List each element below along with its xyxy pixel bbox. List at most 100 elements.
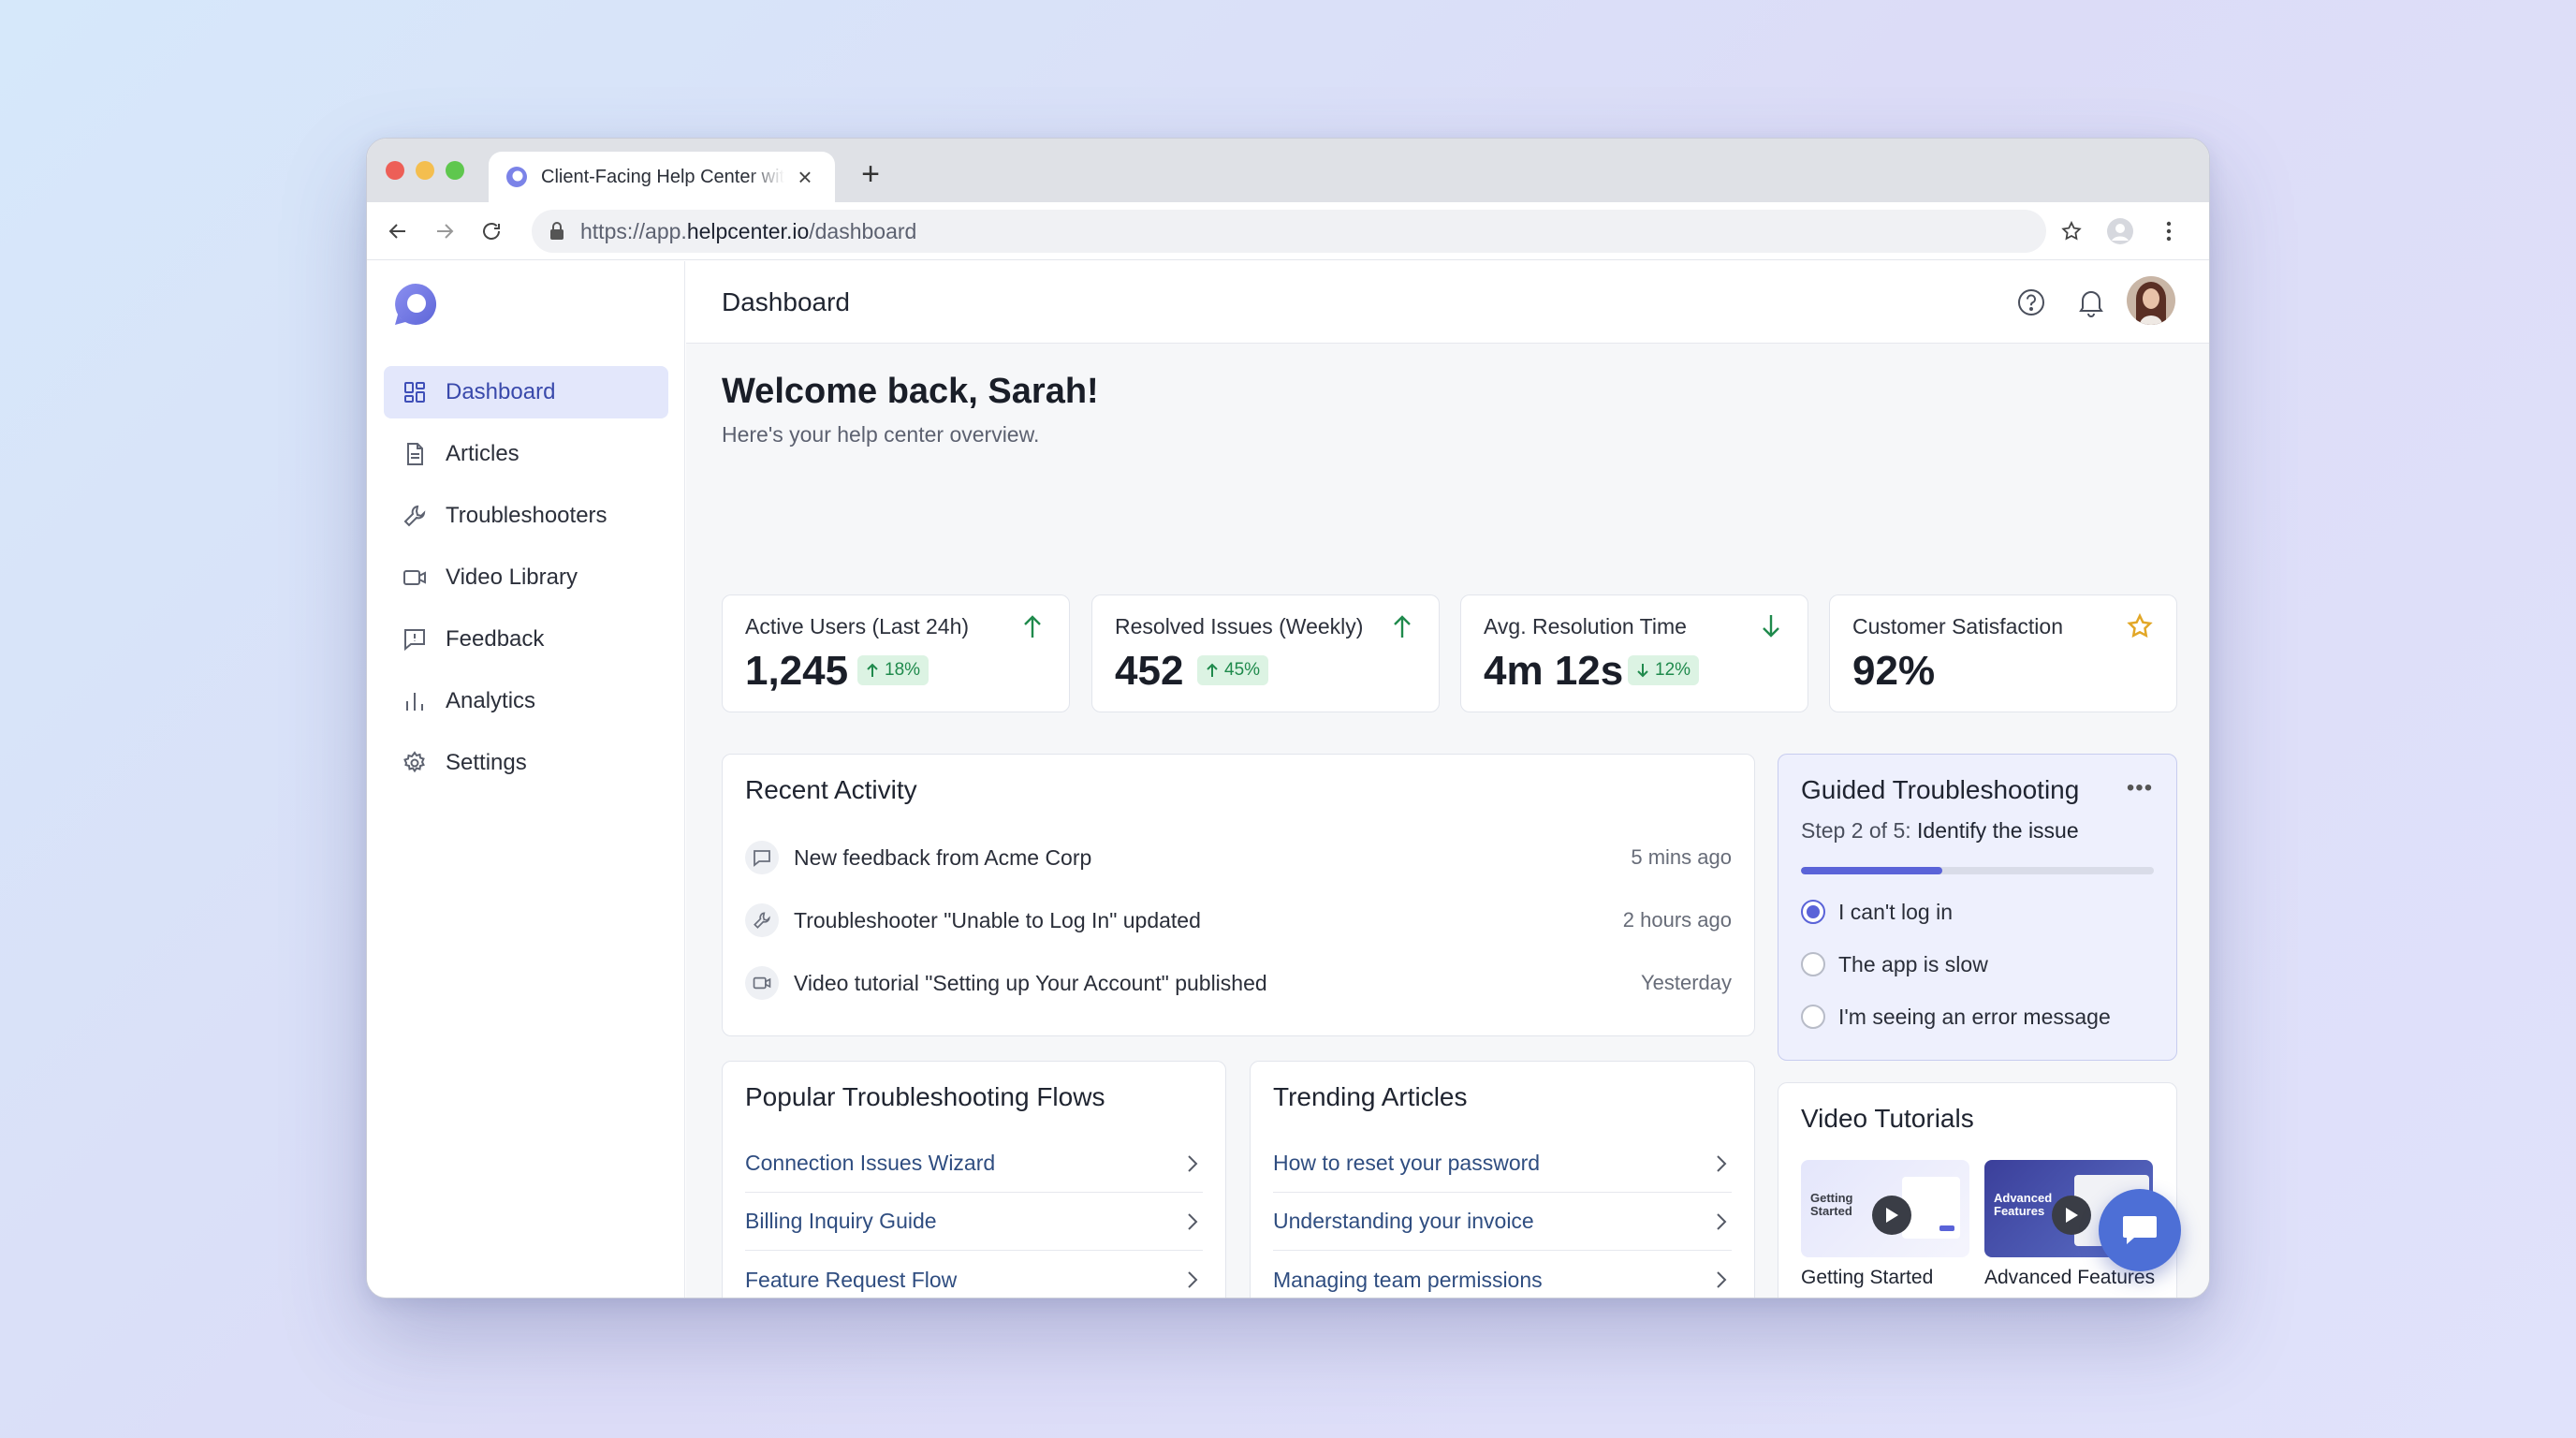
- browser-menu-button[interactable]: [2153, 215, 2185, 247]
- sidebar-item-articles[interactable]: Articles: [384, 428, 668, 480]
- close-window-button[interactable]: [386, 161, 404, 180]
- stat-value: 452: [1115, 648, 1184, 694]
- comment-icon: [745, 841, 779, 874]
- troubleshooting-flows-card: Popular Troubleshooting Flows Connection…: [722, 1061, 1226, 1298]
- tab-title: Client-Facing Help Center with: [541, 166, 784, 187]
- avatar[interactable]: [2127, 276, 2175, 325]
- grid-icon: [401, 378, 429, 406]
- tab-strip: Client-Facing Help Center with × +: [367, 139, 2209, 202]
- option-cant-log-in[interactable]: I can't log in: [1801, 895, 1953, 929]
- trend-badge: 12%: [1628, 655, 1700, 685]
- stat-card-customer-satisfaction[interactable]: Customer Satisfaction 92%: [1829, 594, 2177, 712]
- play-icon[interactable]: [2052, 1196, 2091, 1235]
- section-title: Recent Activity: [745, 775, 917, 804]
- forward-button[interactable]: [429, 215, 461, 247]
- option-error-message[interactable]: I'm seeing an error message: [1801, 1000, 2111, 1034]
- arrow-up-icon: [1388, 612, 1416, 640]
- logo-icon[interactable]: [393, 282, 438, 327]
- sidebar-item-label: Feedback: [446, 626, 545, 652]
- play-icon[interactable]: [1872, 1196, 1911, 1235]
- page-title: Dashboard: [722, 287, 850, 316]
- chevron-right-icon: [1711, 1269, 1732, 1290]
- activity-item[interactable]: Troubleshooter "Unable to Log In" update…: [745, 902, 1732, 939]
- gear-icon: [401, 749, 429, 777]
- radio-button[interactable]: [1801, 952, 1825, 976]
- video-icon: [401, 564, 429, 592]
- activity-item[interactable]: New feedback from Acme Corp 5 mins ago: [745, 839, 1732, 876]
- stat-card-resolved-issues[interactable]: Resolved Issues (Weekly) 452 45%: [1091, 594, 1440, 712]
- flow-link[interactable]: Billing Inquiry Guide: [745, 1193, 1203, 1251]
- sidebar-item-analytics[interactable]: Analytics: [384, 675, 668, 727]
- video-thumbnail-getting-started[interactable]: Getting Started: [1801, 1160, 1969, 1257]
- sidebar-item-settings[interactable]: Settings: [384, 737, 668, 789]
- guided-troubleshooting-card: Guided Troubleshooting ••• Step 2 of 5: …: [1778, 754, 2177, 1061]
- stat-card-active-users[interactable]: Active Users (Last 24h) 1,245 18%: [722, 594, 1070, 712]
- stat-value: 92%: [1852, 648, 1936, 694]
- sidebar-item-label: Dashboard: [446, 379, 556, 404]
- notifications-button[interactable]: [2074, 286, 2108, 319]
- stat-label: Active Users (Last 24h): [745, 614, 970, 638]
- app: Dashboard Articles Troubleshooters Video…: [367, 261, 2209, 1298]
- new-tab-button[interactable]: +: [861, 155, 880, 192]
- welcome-subtitle: Here's your help center overview.: [722, 422, 1040, 447]
- stat-card-avg-resolution-time[interactable]: Avg. Resolution Time 4m 12s 12%: [1460, 594, 1808, 712]
- flow-link[interactable]: Connection Issues Wizard: [745, 1135, 1203, 1193]
- stat-value: 1,245: [745, 648, 849, 694]
- reload-button[interactable]: [476, 215, 507, 247]
- sidebar-item-feedback[interactable]: Feedback: [384, 613, 668, 666]
- article-link[interactable]: Understanding your invoice: [1273, 1193, 1732, 1251]
- lock-icon: [550, 222, 564, 240]
- video-icon: [745, 966, 779, 1000]
- chat-icon: [2123, 1216, 2157, 1244]
- tab-close-icon[interactable]: ×: [798, 162, 812, 191]
- maximize-window-button[interactable]: [446, 161, 464, 180]
- sidebar-item-video-library[interactable]: Video Library: [384, 551, 668, 604]
- wrench-icon: [401, 502, 429, 530]
- top-bar: Dashboard: [686, 261, 2209, 344]
- sidebar-item-label: Settings: [446, 750, 527, 775]
- activity-item[interactable]: Video tutorial "Setting up Your Account"…: [745, 964, 1732, 1002]
- favicon-icon: [506, 167, 527, 187]
- stat-value: 4m 12s: [1484, 648, 1624, 694]
- more-options-icon[interactable]: •••: [2126, 775, 2154, 800]
- progress-bar: [1801, 867, 2154, 874]
- profile-button[interactable]: [2104, 215, 2136, 247]
- section-title: Guided Troubleshooting: [1801, 775, 2080, 804]
- browser-tab[interactable]: Client-Facing Help Center with ×: [489, 152, 835, 202]
- main-content: Dashboard Welcome back, Sarah!: [686, 261, 2209, 1298]
- trend-badge: 45%: [1197, 655, 1269, 685]
- sidebar-item-troubleshooters[interactable]: Troubleshooters: [384, 490, 668, 542]
- bar-chart-icon: [401, 687, 429, 715]
- minimize-window-button[interactable]: [416, 161, 434, 180]
- section-title: Video Tutorials: [1801, 1104, 1974, 1133]
- arrow-up-small-icon: [867, 663, 878, 677]
- flow-link[interactable]: Feature Request Flow: [745, 1251, 1203, 1298]
- trending-articles-card: Trending Articles How to reset your pass…: [1250, 1061, 1755, 1298]
- address-bar[interactable]: https://app.helpcenter.io/dashboard: [532, 210, 2046, 253]
- radio-button[interactable]: [1801, 900, 1825, 924]
- wrench-icon: [745, 903, 779, 937]
- kebab-menu-icon: [2166, 221, 2172, 242]
- back-button[interactable]: [382, 215, 414, 247]
- article-link[interactable]: Managing team permissions: [1273, 1251, 1732, 1298]
- article-link[interactable]: How to reset your password: [1273, 1135, 1732, 1193]
- radio-button[interactable]: [1801, 1005, 1825, 1029]
- url-text: https://app.helpcenter.io/dashboard: [580, 218, 917, 243]
- bell-icon: [2079, 291, 2103, 317]
- video-caption: Advanced Features: [1984, 1267, 2156, 1288]
- chat-button[interactable]: [2099, 1189, 2181, 1271]
- arrow-left-icon: [388, 224, 405, 239]
- bookmark-button[interactable]: [2056, 215, 2087, 247]
- browser-toolbar: https://app.helpcenter.io/dashboard: [367, 202, 2209, 260]
- progress-fill: [1801, 867, 1942, 874]
- reload-icon: [483, 223, 500, 240]
- chevron-right-icon: [1182, 1153, 1203, 1174]
- stat-label: Avg. Resolution Time: [1484, 614, 1687, 638]
- sidebar-item-dashboard[interactable]: Dashboard: [384, 366, 668, 418]
- help-button[interactable]: [2014, 286, 2048, 319]
- recent-activity-card: Recent Activity New feedback from Acme C…: [722, 754, 1755, 1036]
- option-app-slow[interactable]: The app is slow: [1801, 947, 1988, 981]
- arrow-down-small-icon: [1637, 664, 1648, 678]
- video-tutorials-card: Video Tutorials Getting Started Getting S…: [1778, 1082, 2177, 1298]
- stat-label: Customer Satisfaction: [1852, 614, 2063, 638]
